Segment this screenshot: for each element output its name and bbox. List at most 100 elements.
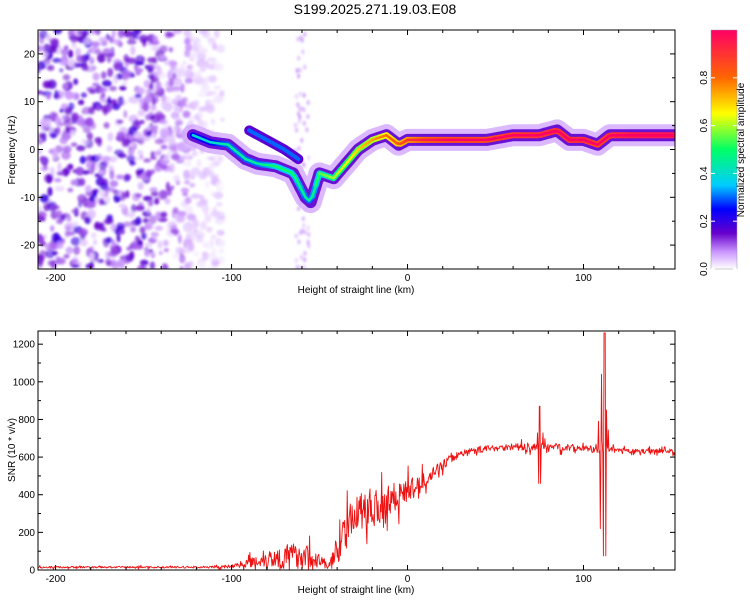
noise-blob — [108, 251, 118, 257]
noise-blob — [71, 264, 80, 268]
noise-blob — [220, 118, 225, 122]
noise-blob — [296, 37, 299, 42]
noise-blob — [218, 155, 223, 163]
noise-blob — [152, 232, 157, 240]
noise-blob — [307, 155, 310, 160]
noise-blob — [166, 32, 175, 37]
noise-blob — [187, 65, 193, 70]
noise-blob — [206, 104, 215, 113]
noise-blob — [82, 170, 89, 174]
snr-ylabel: SNR (10 * v/v) — [7, 418, 18, 482]
noise-blob — [103, 108, 107, 115]
noise-blob — [218, 216, 226, 220]
noise-blob — [198, 28, 208, 34]
noise-blob — [124, 174, 131, 180]
noise-blob — [35, 234, 43, 243]
noise-blob — [189, 169, 197, 176]
noise-blob — [307, 240, 310, 245]
noise-blob — [216, 202, 222, 206]
noise-blob — [185, 44, 192, 52]
y-tick-label: 10 — [24, 97, 36, 108]
noise-blob — [303, 32, 306, 37]
noise-blob — [303, 93, 306, 98]
noise-blob — [45, 243, 53, 251]
noise-blob — [193, 251, 199, 257]
noise-blob — [211, 260, 219, 265]
noise-blob — [95, 26, 101, 35]
noise-blob — [123, 110, 127, 118]
noise-blob — [178, 69, 185, 78]
noise-blob — [87, 132, 94, 140]
noise-blob — [146, 207, 150, 214]
noise-blob — [117, 132, 125, 137]
noise-blob — [219, 249, 225, 253]
noise-blob — [71, 237, 81, 246]
noise-blob — [81, 92, 87, 97]
noise-blob — [129, 161, 136, 166]
noise-blob — [125, 254, 134, 261]
noise-blob — [67, 188, 73, 192]
noise-blob — [202, 167, 210, 176]
noise-blob — [146, 170, 152, 178]
colorbar: 0.00.20.40.60.8 Normalized spectral ampl… — [699, 30, 747, 276]
noise-blob — [110, 180, 119, 187]
noise-blob — [172, 98, 179, 104]
noise-blob — [138, 182, 144, 190]
noise-blob — [144, 80, 151, 88]
noise-blob — [61, 49, 69, 56]
noise-blob — [97, 259, 104, 263]
noise-blob — [187, 214, 197, 221]
noise-blob — [39, 30, 48, 39]
noise-blob — [295, 128, 298, 133]
noise-blob — [180, 83, 184, 92]
noise-blob — [167, 221, 177, 230]
noise-blob — [219, 90, 224, 97]
noise-blob — [183, 239, 193, 245]
noise-blob — [159, 190, 168, 200]
noise-blob — [91, 232, 97, 238]
noise-blob — [183, 111, 191, 119]
noise-blob — [42, 117, 51, 127]
noise-blob — [298, 146, 301, 151]
noise-blob — [123, 30, 132, 37]
noise-blob — [136, 87, 145, 94]
noise-blob — [160, 212, 167, 218]
noise-blob — [109, 170, 114, 180]
noise-blob — [73, 246, 80, 255]
noise-blob — [64, 254, 70, 259]
noise-blob — [75, 93, 80, 100]
noise-blob — [150, 75, 155, 85]
noise-blob — [89, 252, 95, 261]
x-tick-label: 0 — [405, 574, 411, 585]
noise-blob — [161, 145, 168, 150]
noise-blob — [156, 111, 163, 118]
noise-blob — [64, 168, 68, 176]
noise-blob — [196, 229, 203, 235]
noise-blob — [172, 254, 178, 259]
noise-blob — [76, 63, 83, 67]
noise-blob — [147, 57, 155, 62]
noise-blob — [217, 230, 225, 236]
noise-blob — [210, 211, 220, 218]
noise-blob — [78, 100, 84, 106]
noise-blob — [218, 239, 226, 248]
noise-blob — [53, 148, 58, 156]
colorbar-tick-label: 0.4 — [699, 166, 710, 180]
noise-blob — [185, 197, 192, 204]
noise-blob — [191, 231, 197, 241]
noise-blob — [116, 223, 125, 231]
noise-blob — [63, 74, 71, 80]
noise-blob — [40, 194, 49, 203]
noise-blob — [298, 115, 301, 120]
noise-blob — [148, 199, 154, 206]
noise-blob — [307, 226, 310, 231]
noise-blob — [89, 57, 95, 64]
noise-blob — [128, 211, 135, 218]
noise-blob — [172, 73, 177, 79]
noise-blob — [177, 142, 186, 152]
noise-blob — [155, 139, 164, 145]
noise-blob — [42, 167, 47, 171]
noise-blob — [305, 127, 308, 132]
